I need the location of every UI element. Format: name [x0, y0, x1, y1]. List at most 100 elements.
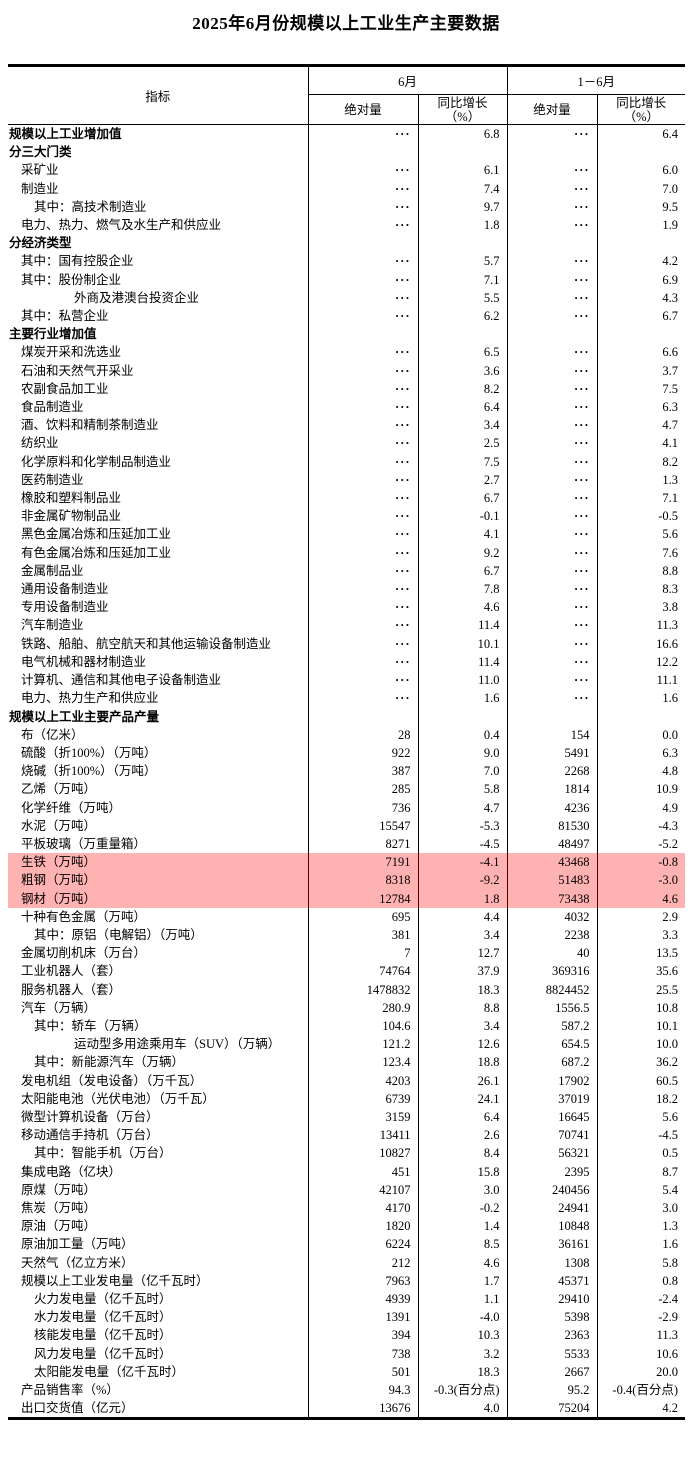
cell-june-yoy	[417, 234, 508, 253]
indicator-label: 黑色金属冶炼和压延加工业	[21, 527, 172, 542]
table-row: 核能发电量（亿千瓦时） 394 10.3 2363 11.3	[8, 1326, 686, 1345]
cell-june-yoy: 7.1	[417, 270, 508, 289]
indicator-label: 计算机、通信和其他电子设备制造业	[21, 673, 222, 688]
cell-cum-absolute: 51483	[506, 871, 598, 890]
table-row: 天然气（亿立方米） 212 4.6 1308 5.8	[8, 1253, 686, 1272]
indicator-label: 其中：股份制企业	[21, 272, 122, 287]
cell-june-absolute: 738	[307, 1344, 418, 1363]
indicator-label: 金属切削机床（万台）	[21, 946, 147, 961]
indicator-label: 太阳能发电量（亿千瓦时）	[34, 1364, 185, 1379]
cell-cum-yoy: -0.5	[596, 507, 686, 526]
cell-june-absolute: ···	[307, 307, 418, 326]
table-row: 其中：智能手机（万台） 10827 8.4 56321 0.5	[8, 1144, 686, 1163]
cell-cum-absolute: 70741	[506, 1126, 598, 1145]
cell-cum-absolute: 2238	[506, 925, 598, 945]
cell-june-yoy: 1.7	[417, 1271, 508, 1290]
cell-june-absolute: 7963	[307, 1271, 418, 1290]
cell-cum-yoy: -0.4(百分点)	[596, 1381, 686, 1400]
cell-june-absolute	[307, 325, 418, 344]
cell-june-absolute: 4203	[307, 1071, 418, 1090]
cell-cum-yoy: 10.8	[596, 998, 686, 1017]
cell-cum-absolute: ···	[506, 470, 598, 490]
cell-june-yoy: 26.1	[417, 1071, 508, 1090]
cell-cum-yoy: 6.7	[596, 307, 686, 326]
cell-cum-absolute: ···	[506, 561, 598, 581]
cell-cum-absolute: ···	[506, 652, 598, 672]
indicator-label: 其中：轿车（万辆）	[34, 1018, 147, 1033]
table-header: 指标 6月 1－6月 绝对量 同比增长 （%） 绝对量 同比增长 （%）	[8, 65, 686, 125]
table-row: 农副食品加工业 ··· 8.2 ··· 7.5	[8, 379, 686, 399]
cell-june-absolute: 451	[307, 1162, 418, 1181]
cell-cum-yoy: 36.2	[596, 1053, 686, 1072]
cell-june-yoy: 3.4	[417, 925, 508, 945]
cell-cum-yoy: 8.8	[596, 561, 686, 581]
table-row: 金属切削机床（万台） 7 12.7 40 13.5	[8, 944, 686, 963]
cell-june-yoy: 1.4	[417, 1217, 508, 1236]
yoy-growth-label: 同比增长	[437, 95, 488, 110]
cell-cum-yoy: 0.5	[596, 1144, 686, 1163]
cell-cum-absolute: 5398	[506, 1308, 598, 1327]
table-row: 产品销售率（%） 94.3 -0.3(百分点) 95.2 -0.4(百分点)	[8, 1381, 686, 1400]
cell-june-absolute: 394	[307, 1326, 418, 1345]
cell-june-yoy: 7.8	[417, 580, 508, 599]
table-row: 电气机械和器材制造业 ··· 11.4 ··· 12.2	[8, 652, 686, 672]
cell-june-absolute: 28	[307, 725, 418, 744]
cell-june-yoy: 6.7	[417, 561, 508, 581]
cell-cum-yoy: 7.0	[596, 179, 686, 198]
cell-june-absolute: 695	[307, 907, 418, 926]
cell-june-absolute: 387	[307, 762, 418, 781]
cell-cum-yoy: 16.6	[596, 634, 686, 653]
cell-june-absolute: 6224	[307, 1235, 418, 1254]
table-row: 火力发电量（亿千瓦时） 4939 1.1 29410 -2.4	[8, 1290, 686, 1309]
indicator-label: 汽车制造业	[21, 618, 84, 633]
cell-june-absolute: ···	[307, 598, 418, 617]
cell-cum-absolute: 36161	[506, 1235, 598, 1254]
table-row: 外商及港澳台投资企业 ··· 5.5 ··· 4.3	[8, 288, 686, 308]
cell-june-absolute: 104.6	[307, 1016, 418, 1036]
cell-june-absolute: 10827	[307, 1144, 418, 1163]
table-row: 其中：私营企业 ··· 6.2 ··· 6.7	[8, 307, 686, 326]
cell-cum-yoy: 6.9	[596, 270, 686, 289]
cell-cum-absolute: ···	[506, 634, 598, 653]
cell-cum-yoy: 0.0	[596, 725, 686, 744]
cell-cum-absolute: 29410	[506, 1290, 598, 1309]
cell-june-absolute: ···	[307, 124, 418, 144]
indicator-label: 食品制造业	[21, 400, 84, 415]
cell-june-absolute: 1820	[307, 1217, 418, 1236]
cell-cum-absolute: ···	[506, 179, 598, 198]
cell-cum-yoy: 5.8	[596, 1253, 686, 1272]
cell-june-absolute: ···	[307, 361, 418, 380]
cell-june-absolute: ···	[307, 197, 418, 217]
table-row: 有色金属冶炼和压延加工业 ··· 9.2 ··· 7.6	[8, 543, 686, 562]
cell-cum-yoy: 4.2	[596, 252, 686, 271]
cell-june-absolute: 15547	[307, 816, 418, 835]
table-row-highlighted: 生铁（万吨） 7191 -4.1 43468 -0.8	[8, 853, 686, 872]
cell-cum-yoy: -4.5	[596, 1126, 686, 1145]
indicator-label: 焦炭（万吨）	[21, 1200, 97, 1215]
cell-june-yoy: 3.2	[417, 1344, 508, 1363]
cell-cum-yoy: 3.7	[596, 361, 686, 380]
cell-cum-yoy: 1.9	[596, 216, 686, 235]
cell-cum-absolute: 1308	[506, 1253, 598, 1272]
cell-cum-yoy: 10.9	[596, 780, 686, 799]
indicator-label: 化学原料和化学制品制造业	[21, 454, 172, 469]
cell-june-absolute: 280.9	[307, 998, 418, 1017]
table-row: 化学原料和化学制品制造业 ··· 7.5 ··· 8.2	[8, 452, 686, 471]
header-period-june: 6月	[307, 65, 508, 95]
table-row: 制造业 ··· 7.4 ··· 7.0	[8, 179, 686, 198]
indicator-label: 火力发电量（亿千瓦时）	[34, 1292, 172, 1306]
cell-cum-absolute: 687.2	[506, 1053, 598, 1072]
cell-june-yoy: 7.4	[417, 179, 508, 198]
table-row-highlighted: 钢材（万吨） 12784 1.8 73438 4.6	[8, 889, 686, 908]
cell-june-absolute: 4170	[307, 1198, 418, 1218]
table-row: 风力发电量（亿千瓦时） 738 3.2 5533 10.6	[8, 1344, 686, 1363]
cell-june-absolute: ···	[307, 288, 418, 308]
cell-cum-absolute: 587.2	[506, 1016, 598, 1036]
cell-june-yoy: 2.5	[417, 434, 508, 453]
cell-june-yoy: 6.2	[417, 307, 508, 326]
cell-cum-absolute: 73438	[506, 889, 598, 908]
table-row: 其中：轿车（万辆） 104.6 3.4 587.2 10.1	[8, 1016, 686, 1036]
page: { "page": { "title": "2025年6月份规模以上工业生产主要…	[0, 9, 692, 1477]
cell-june-yoy: 1.8	[417, 889, 508, 908]
cell-cum-yoy: -0.8	[596, 853, 686, 872]
